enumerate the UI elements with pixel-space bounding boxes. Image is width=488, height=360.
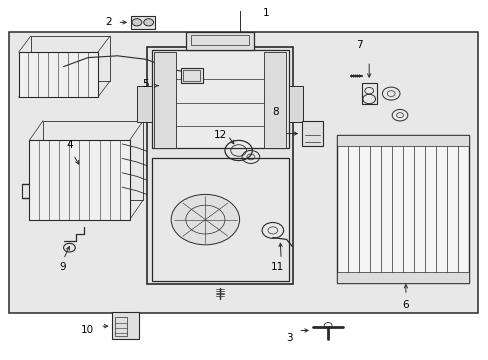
- Bar: [288, 86, 303, 122]
- Bar: [146, 47, 293, 284]
- Text: 7: 7: [355, 40, 362, 50]
- Polygon shape: [19, 52, 98, 97]
- Text: 2: 2: [104, 17, 111, 27]
- Circle shape: [143, 19, 153, 26]
- Text: 5: 5: [142, 78, 149, 89]
- Circle shape: [132, 19, 142, 26]
- Bar: [183, 70, 200, 81]
- Bar: [115, 317, 127, 336]
- Bar: [264, 52, 285, 148]
- Text: 4: 4: [66, 140, 73, 150]
- Bar: [302, 121, 322, 146]
- Bar: [337, 135, 468, 146]
- Text: 10: 10: [81, 325, 94, 335]
- Text: 12: 12: [214, 130, 227, 140]
- Text: 11: 11: [270, 262, 284, 272]
- Bar: [131, 16, 154, 29]
- Bar: [154, 52, 176, 148]
- Bar: [361, 83, 376, 104]
- Bar: [137, 86, 151, 122]
- Polygon shape: [29, 140, 129, 220]
- Bar: [181, 68, 203, 83]
- Bar: [185, 32, 254, 50]
- Text: 3: 3: [285, 333, 292, 343]
- Circle shape: [171, 194, 239, 245]
- Bar: [337, 272, 468, 283]
- Text: 1: 1: [263, 8, 269, 18]
- Text: 6: 6: [402, 300, 408, 310]
- Bar: [151, 50, 288, 148]
- Bar: [337, 135, 468, 283]
- Bar: [151, 158, 288, 281]
- Bar: [112, 312, 139, 339]
- Text: 8: 8: [271, 107, 278, 117]
- Bar: [190, 35, 249, 45]
- Bar: [9, 32, 477, 313]
- Text: 9: 9: [59, 262, 66, 272]
